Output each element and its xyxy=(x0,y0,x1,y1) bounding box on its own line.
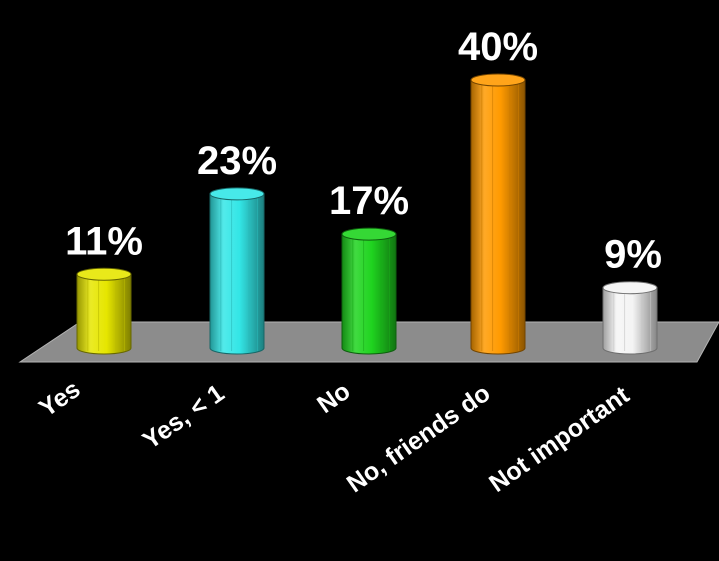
value-label-4: 40% xyxy=(458,25,538,69)
bar-cap-4 xyxy=(470,73,526,87)
bars-group xyxy=(76,73,658,355)
bar-body-5 xyxy=(602,287,658,355)
category-label-1: Yes xyxy=(34,375,85,423)
bar-2 xyxy=(209,187,265,355)
bar-body-1 xyxy=(76,273,132,355)
bar-body-2 xyxy=(209,193,265,355)
bar-4 xyxy=(470,73,526,355)
value-labels-group: 11% 23% 17% 40% 9% xyxy=(65,25,662,277)
bar-cap-2 xyxy=(209,187,265,201)
bar-cap-5 xyxy=(602,281,658,295)
bar-3 xyxy=(341,227,397,355)
bar-body-4 xyxy=(470,79,526,355)
category-label-3: No xyxy=(312,377,355,419)
bar-5 xyxy=(602,281,658,355)
bar-cap-3 xyxy=(341,227,397,241)
category-label-5: Not important xyxy=(484,381,635,498)
value-label-2: 23% xyxy=(197,139,277,183)
bar-body-3 xyxy=(341,233,397,355)
bar-1 xyxy=(76,267,132,355)
category-label-4: No, friends do xyxy=(342,379,496,498)
bar-cap-1 xyxy=(76,267,132,281)
category-label-2: Yes, < 1 xyxy=(138,379,230,455)
value-label-3: 17% xyxy=(329,179,409,223)
value-label-5: 9% xyxy=(604,233,662,277)
value-label-1: 11% xyxy=(65,219,143,263)
